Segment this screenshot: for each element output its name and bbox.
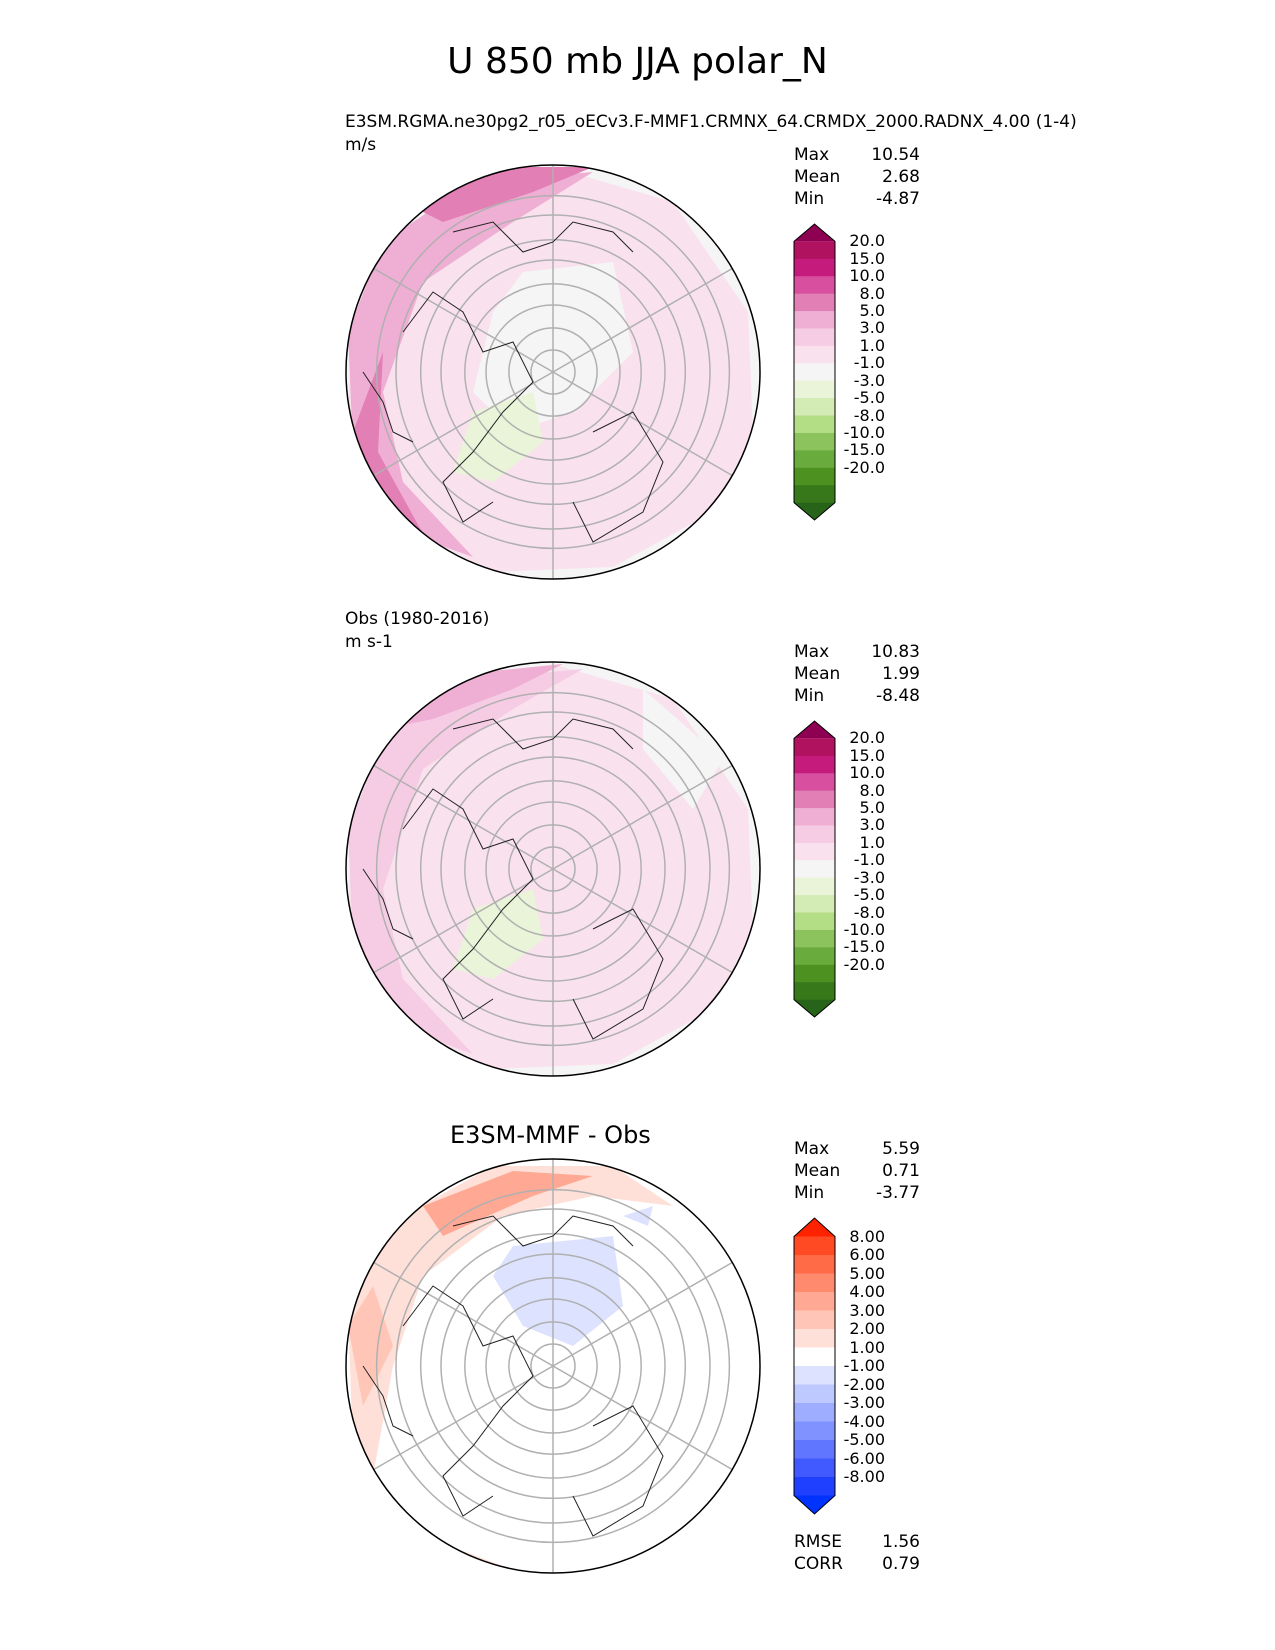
colorbar-segment	[794, 1255, 835, 1274]
colorbar-panel-3	[794, 1218, 835, 1514]
colorbar-tick-label: 1.0	[837, 337, 885, 355]
colorbar-segment	[794, 982, 835, 1000]
colorbar-segment	[794, 276, 835, 294]
colorbar-segment	[794, 294, 835, 312]
colorbar-extend-bottom	[794, 503, 835, 520]
colorbar-segment	[794, 738, 835, 756]
colorbar-tick-label: -5.0	[837, 389, 885, 407]
colorbar-tick-label: 8.0	[837, 285, 885, 303]
colorbar-tick-label: 10.0	[837, 764, 885, 782]
colorbar-segment	[794, 947, 835, 965]
colorbar-tick-label: 5.0	[837, 799, 885, 817]
colorbar-tick-label: -20.0	[837, 459, 885, 477]
map-panel-3	[346, 1159, 760, 1573]
colorbar-tick-label: 3.00	[837, 1302, 885, 1320]
colorbar-tick-label: -8.0	[837, 904, 885, 922]
colorbar-tick-label: -1.0	[837, 851, 885, 869]
colorbar-segment	[794, 1274, 835, 1293]
colorbar-tick-label: 5.0	[837, 302, 885, 320]
colorbar-tick-label: 15.0	[837, 250, 885, 268]
colorbar-extend-bottom	[794, 1000, 835, 1017]
colorbar-segment	[794, 241, 835, 259]
colorbar-segment	[794, 1403, 835, 1422]
colorbar-tick-label: -5.00	[837, 1431, 885, 1449]
colorbar-tick-label: 8.0	[837, 782, 885, 800]
colorbar-tick-label: 8.00	[837, 1228, 885, 1246]
colorbar-tick-label: -1.00	[837, 1357, 885, 1375]
colorbar-tick-label: -2.00	[837, 1376, 885, 1394]
colorbar-segment	[794, 860, 835, 878]
colorbar-tick-label: 5.00	[837, 1265, 885, 1283]
colorbar-segment	[794, 930, 835, 948]
colorbar-segment	[794, 756, 835, 774]
colorbar-tick-label: 20.0	[837, 729, 885, 747]
colorbar-tick-label: -1.0	[837, 354, 885, 372]
colorbar-segment	[794, 1348, 835, 1367]
map-panel-1	[346, 165, 760, 579]
colorbar-tick-label: 2.00	[837, 1320, 885, 1338]
colorbar-tick-label: 6.00	[837, 1246, 885, 1264]
colorbar-segment	[794, 485, 835, 503]
colorbar-extend-bottom	[794, 1496, 835, 1515]
colorbar-tick-label: -15.0	[837, 938, 885, 956]
colorbar-tick-label: 3.0	[837, 319, 885, 337]
colorbar-segment	[794, 328, 835, 346]
colorbar-segment	[794, 1292, 835, 1311]
colorbar-tick-label: 3.0	[837, 816, 885, 834]
colorbar-segment	[794, 843, 835, 861]
colorbar-panel-2	[794, 721, 835, 1017]
colorbar-tick-label: 1.00	[837, 1339, 885, 1357]
colorbar-segment	[794, 1329, 835, 1348]
colorbar-tick-label: 4.00	[837, 1283, 885, 1301]
colorbar-segment	[794, 1366, 835, 1385]
colorbar-tick-label: -3.00	[837, 1394, 885, 1412]
colorbar-segment	[794, 895, 835, 913]
colorbar-extend-top	[794, 1218, 835, 1237]
colorbar-segment	[794, 1440, 835, 1459]
colorbar-segment	[794, 1477, 835, 1496]
colorbar-segment	[794, 450, 835, 468]
colorbar-segment	[794, 825, 835, 843]
colorbar-segment	[794, 1459, 835, 1478]
colorbar-tick-label: -8.0	[837, 407, 885, 425]
colorbar-tick-label: -8.00	[837, 1468, 885, 1486]
colorbar-segment	[794, 259, 835, 277]
colorbar-segment	[794, 965, 835, 983]
colorbar-segment	[794, 381, 835, 399]
colorbar-extend-top	[794, 721, 835, 738]
colorbar-segment	[794, 1422, 835, 1441]
colorbar-segment	[794, 773, 835, 791]
figure-canvas	[0, 0, 1275, 1650]
colorbar-segment	[794, 363, 835, 381]
colorbar-segment	[794, 433, 835, 451]
colorbar-segment	[794, 468, 835, 486]
colorbar-extend-top	[794, 224, 835, 241]
colorbar-tick-label: -20.0	[837, 956, 885, 974]
colorbar-tick-label: 20.0	[837, 232, 885, 250]
colorbar-tick-label: 1.0	[837, 834, 885, 852]
colorbar-segment	[794, 398, 835, 416]
colorbar-segment	[794, 416, 835, 434]
colorbar-segment	[794, 878, 835, 896]
colorbar-segment	[794, 1385, 835, 1404]
colorbar-tick-label: -10.0	[837, 424, 885, 442]
colorbar-tick-label: 10.0	[837, 267, 885, 285]
map-panel-2	[346, 662, 760, 1076]
colorbar-tick-label: -6.00	[837, 1450, 885, 1468]
colorbar-segment	[794, 1311, 835, 1330]
colorbar-tick-label: -5.0	[837, 886, 885, 904]
colorbar-panel-1	[794, 224, 835, 520]
colorbar-tick-label: -10.0	[837, 921, 885, 939]
colorbar-segment	[794, 808, 835, 826]
colorbar-segment	[794, 346, 835, 364]
colorbar-tick-label: -4.00	[837, 1413, 885, 1431]
colorbar-segment	[794, 913, 835, 931]
colorbar-segment	[794, 1237, 835, 1256]
colorbar-tick-label: -15.0	[837, 441, 885, 459]
colorbar-tick-label: 15.0	[837, 747, 885, 765]
colorbar-segment	[794, 311, 835, 329]
colorbar-tick-label: -3.0	[837, 372, 885, 390]
colorbar-tick-label: -3.0	[837, 869, 885, 887]
colorbar-segment	[794, 791, 835, 809]
